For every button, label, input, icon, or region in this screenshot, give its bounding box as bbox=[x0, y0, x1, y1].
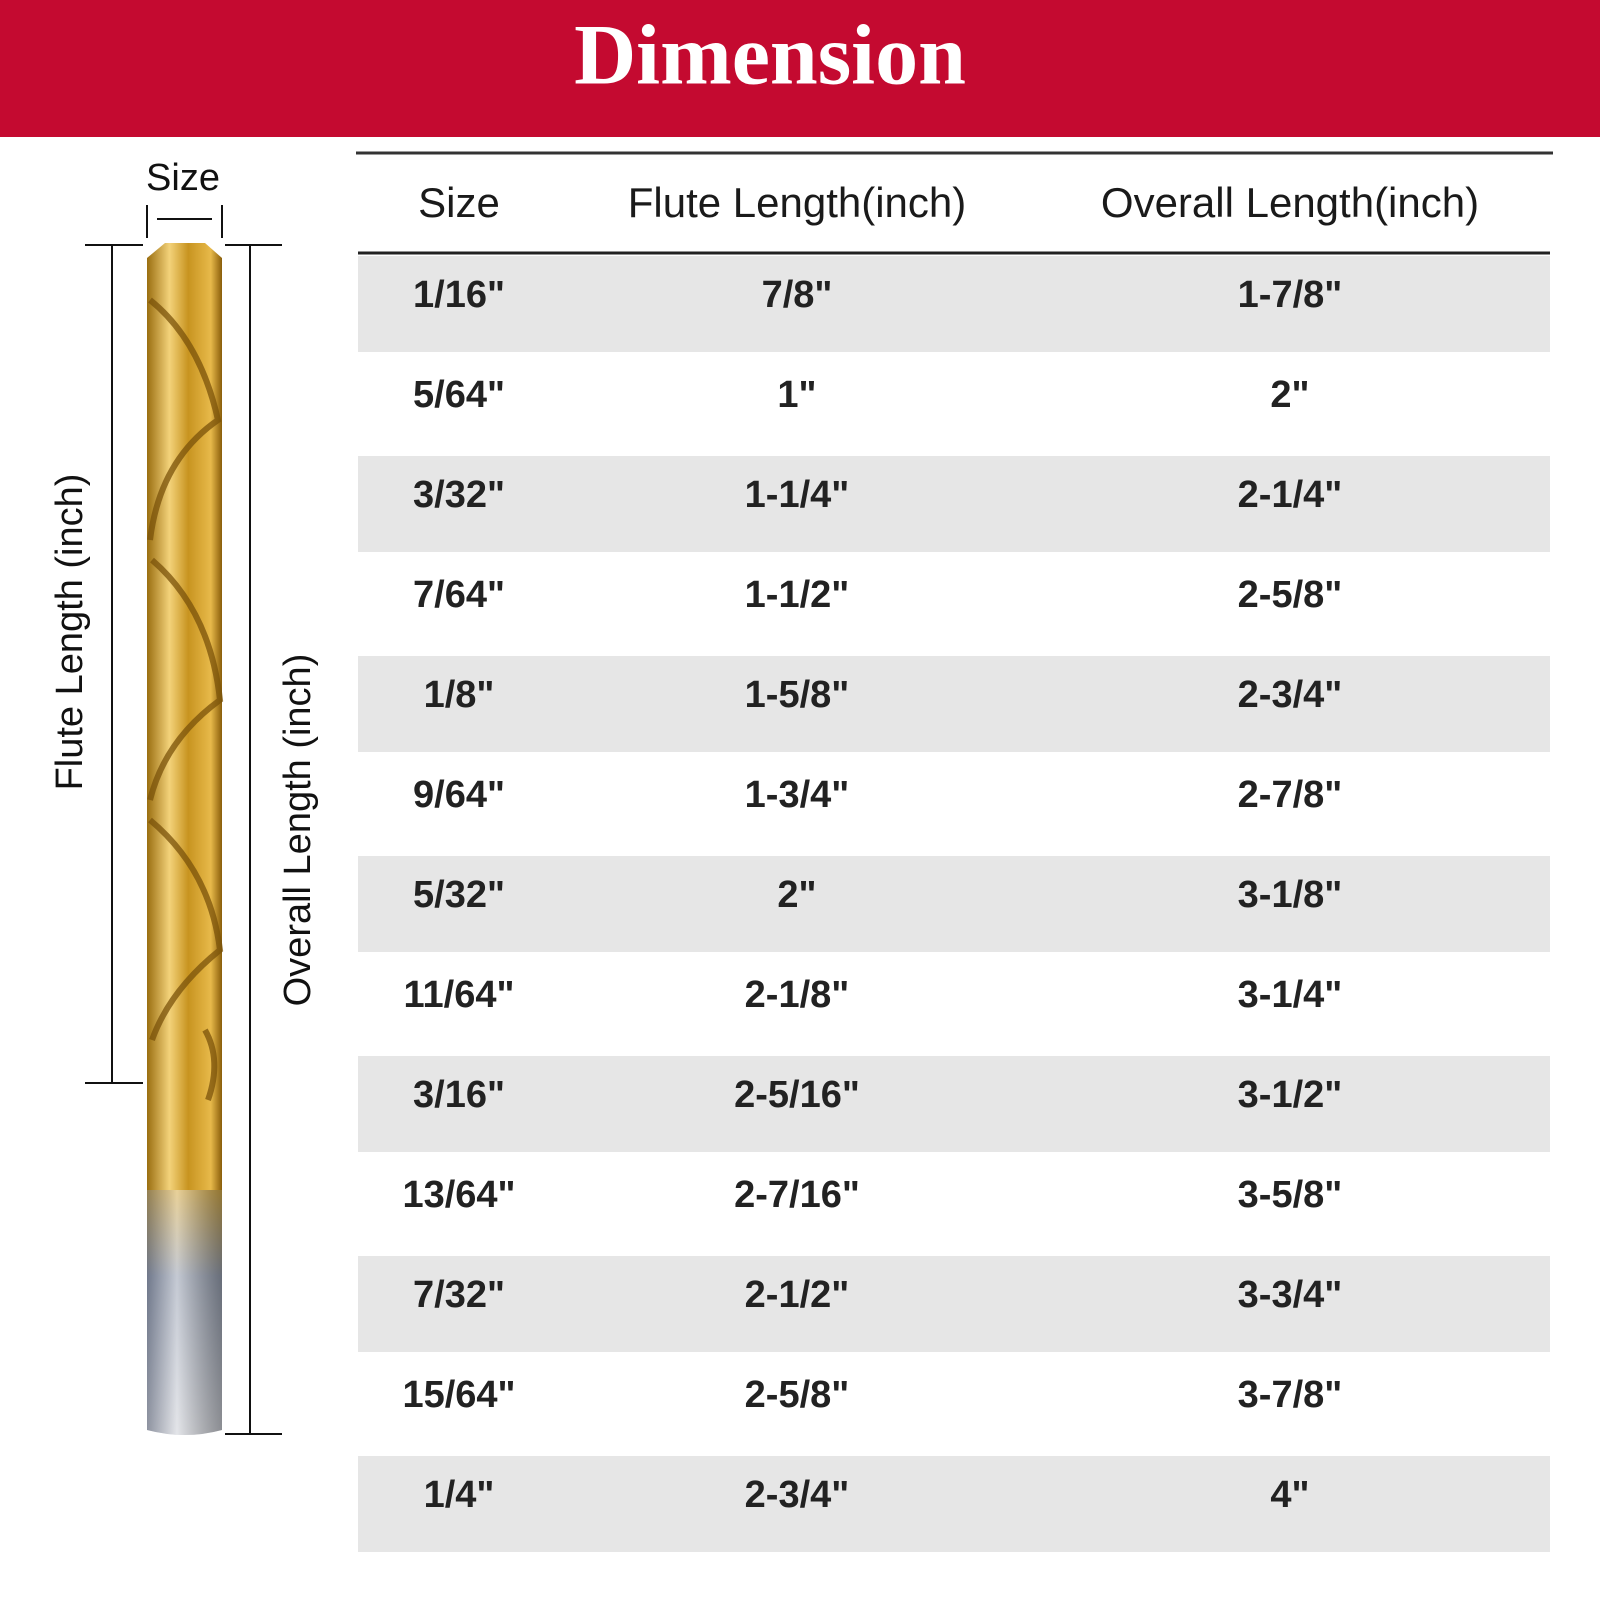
table-cell: 7/8" bbox=[762, 274, 833, 316]
row-band bbox=[358, 1056, 1550, 1152]
table-cell: 4" bbox=[1270, 1474, 1309, 1516]
table-cell: 3-1/4" bbox=[1238, 974, 1343, 1016]
table-cell: 5/32" bbox=[413, 874, 505, 916]
table-cell: 7/32" bbox=[413, 1274, 505, 1316]
table-cell: 2" bbox=[777, 874, 816, 916]
table-cell: 2-7/8" bbox=[1238, 774, 1343, 816]
table-cell: 11/64" bbox=[403, 974, 514, 1016]
table-cell: 5/64" bbox=[413, 374, 505, 416]
table-cell: 7/64" bbox=[413, 574, 505, 616]
title: Dimension bbox=[574, 7, 966, 103]
table-cell: 13/64" bbox=[402, 1174, 515, 1216]
flute-length-label: Flute Length (inch) bbox=[49, 474, 91, 791]
table-cell: 2-5/8" bbox=[1238, 574, 1343, 616]
table-cell: 3-3/4" bbox=[1238, 1274, 1343, 1316]
table-cell: 1/8" bbox=[424, 674, 495, 716]
row-band bbox=[358, 1456, 1550, 1552]
table-cell: 2-1/8" bbox=[745, 974, 850, 1016]
overall-length-label: Overall Length (inch) bbox=[277, 654, 319, 1007]
table-cell: 1-5/8" bbox=[745, 674, 850, 716]
row-band bbox=[358, 456, 1550, 552]
table-cell: 1-1/4" bbox=[745, 474, 850, 516]
row-band bbox=[358, 856, 1550, 952]
table-cell: 2-1/2" bbox=[745, 1274, 850, 1316]
table-cell: 2" bbox=[1270, 374, 1309, 416]
table-cell: 3/32" bbox=[413, 474, 505, 516]
header-bar bbox=[0, 0, 1600, 137]
table-cell: 1-3/4" bbox=[745, 774, 850, 816]
table-cell: 1/16" bbox=[413, 274, 505, 316]
table-cell: 15/64" bbox=[402, 1374, 515, 1416]
table-cell: 3-5/8" bbox=[1238, 1174, 1343, 1216]
dimension-table: Size Flute Length(inch) Overall Length(inc… bbox=[356, 151, 1553, 1552]
table-cell: 2-3/4" bbox=[745, 1474, 850, 1516]
table-cell: 1-1/2" bbox=[745, 574, 850, 616]
dimension-lines bbox=[85, 205, 282, 1435]
table-cell: 3/16" bbox=[413, 1074, 505, 1116]
row-band bbox=[358, 656, 1550, 752]
drill-bit bbox=[147, 243, 224, 1435]
row-band bbox=[358, 1256, 1550, 1352]
table-cell: 1/4" bbox=[424, 1474, 495, 1516]
table-cell: 9/64" bbox=[413, 774, 505, 816]
table-cell: 2-5/8" bbox=[745, 1374, 850, 1416]
table-cell: 2-5/16" bbox=[734, 1074, 860, 1116]
table-cell: 2-7/16" bbox=[734, 1174, 860, 1216]
table-cell: 3-1/8" bbox=[1238, 874, 1343, 916]
column-header: Size bbox=[418, 179, 500, 226]
table-cell: 2-3/4" bbox=[1238, 674, 1343, 716]
table-cell: 1" bbox=[777, 374, 816, 416]
table-cell: 3-1/2" bbox=[1238, 1074, 1343, 1116]
column-header: Overall Length(inch) bbox=[1101, 179, 1479, 226]
size-label: Size bbox=[146, 157, 220, 199]
table-cell: 3-7/8" bbox=[1238, 1374, 1343, 1416]
table-cell: 1-7/8" bbox=[1238, 274, 1343, 316]
row-band bbox=[358, 256, 1550, 352]
column-header: Flute Length(inch) bbox=[628, 179, 967, 226]
table-cell: 2-1/4" bbox=[1238, 474, 1343, 516]
